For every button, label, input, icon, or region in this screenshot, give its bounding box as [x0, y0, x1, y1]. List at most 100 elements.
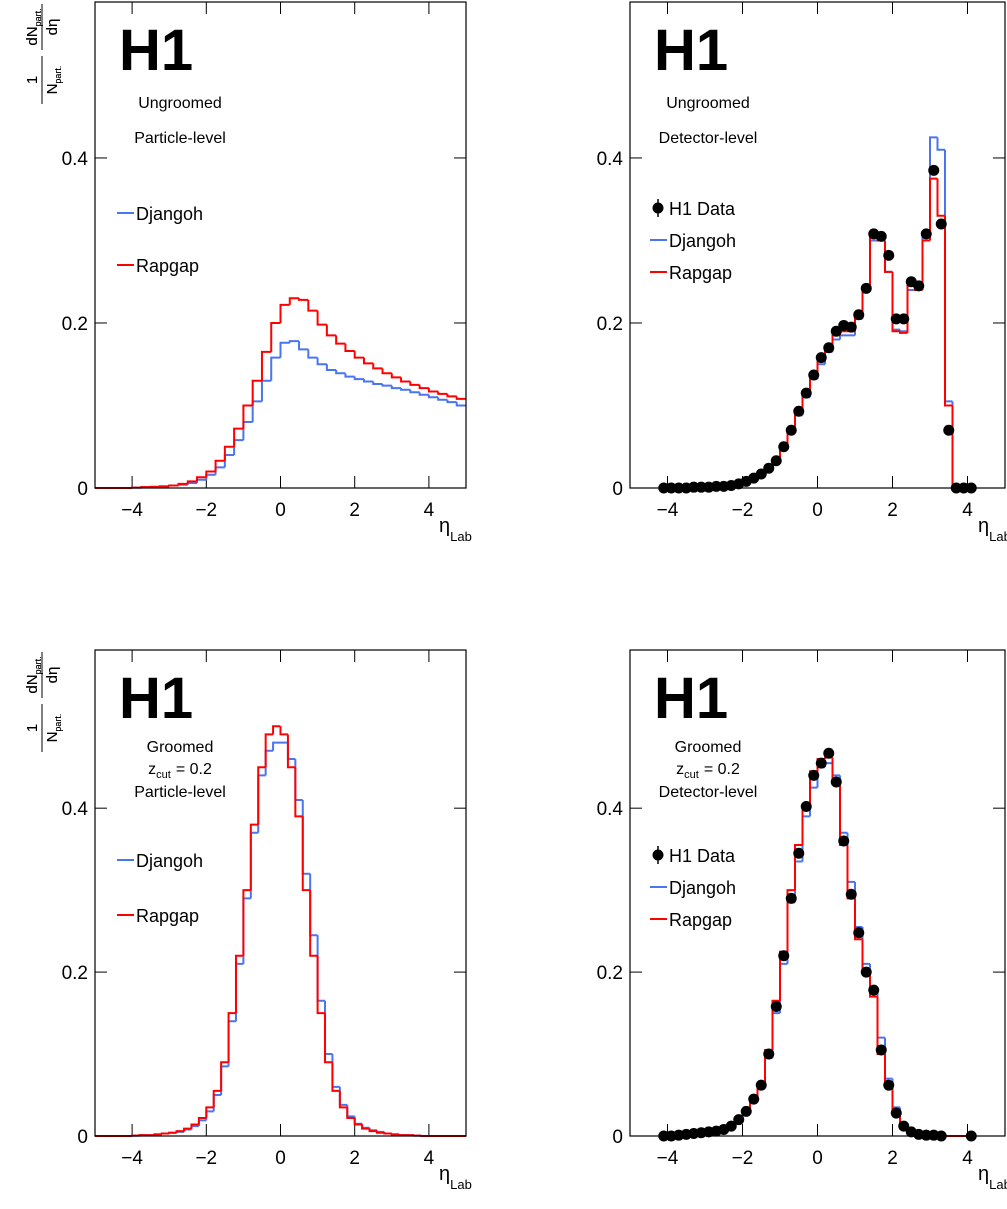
histogram-bin: [876, 988, 885, 1039]
y-label-den-sub: part.: [53, 66, 63, 84]
histogram-bin: [233, 427, 244, 447]
y-label-den: Npart.: [44, 66, 63, 95]
histogram-bin: [233, 439, 244, 455]
annotation: zcut = 0.2: [148, 761, 212, 781]
histogram-bin: [205, 1110, 214, 1121]
legend-label: Djangoh: [669, 231, 736, 251]
data-point: [853, 927, 865, 939]
data-point: [808, 769, 820, 781]
histogram-bin: [242, 404, 253, 429]
histogram-bin: [264, 749, 274, 776]
histogram-bin: [288, 297, 300, 305]
histogram-bin: [891, 271, 900, 333]
histogram-bin: [854, 898, 863, 941]
histogram-bin: [899, 331, 908, 334]
x-tick-label: 4: [424, 500, 435, 521]
histogram-bin: [251, 400, 262, 422]
y-label-den: Npart.: [44, 714, 63, 743]
data-point: [763, 462, 775, 474]
histogram-bin: [446, 399, 457, 404]
plot-frame: [94, 1, 467, 489]
data-point: [913, 280, 925, 292]
data-point: [890, 1107, 902, 1119]
data-point: [883, 1079, 895, 1091]
annotation-text: z: [676, 761, 684, 778]
histogram-bin: [353, 1117, 363, 1126]
histogram-bin: [409, 381, 420, 386]
histogram-bin: [286, 742, 296, 761]
x-axis-label-sub: Lab: [989, 1177, 1007, 1192]
histogram-bin: [921, 239, 930, 290]
histogram-bin: [190, 1123, 199, 1129]
y-label-num: dNpart.: [24, 8, 43, 45]
histogram-bin: [325, 324, 337, 337]
x-tick-label: 0: [275, 1148, 286, 1169]
annotation-rest: = 0.2: [704, 761, 740, 778]
histogram-bin: [205, 1106, 214, 1118]
histogram-bin: [809, 786, 818, 817]
histogram-bin: [212, 1094, 222, 1112]
histogram-bin: [951, 405, 960, 489]
annotation: zcut = 0.2: [676, 761, 740, 781]
experiment-label: H1: [119, 18, 193, 83]
histogram-bin: [251, 379, 262, 406]
data-point: [815, 352, 827, 364]
histogram-bin: [383, 1132, 392, 1135]
histogram-bin: [455, 402, 466, 407]
histogram-bin: [196, 476, 207, 482]
histogram-bin: [212, 1089, 222, 1108]
data-point: [800, 387, 812, 399]
histogram-bin: [375, 1130, 385, 1133]
x-tick-label: 2: [349, 500, 360, 521]
histogram-bin: [335, 370, 346, 375]
histogram-bin: [183, 1128, 192, 1132]
histogram-bin: [344, 343, 355, 353]
histogram-bin: [214, 459, 225, 472]
annotation: Groomed: [675, 739, 742, 756]
y-label-num-sub: part.: [33, 656, 43, 674]
y-tick-label: 0: [77, 1127, 88, 1148]
histogram-bin: [270, 321, 281, 352]
x-tick-label: 0: [812, 1148, 823, 1169]
data-point: [920, 228, 932, 240]
x-tick-label: −4: [657, 500, 679, 521]
histogram-bin: [368, 1127, 377, 1132]
histogram-bin: [362, 379, 374, 383]
histogram-bin: [307, 349, 318, 359]
histogram-bin: [906, 288, 915, 332]
y-label-num: 1: [24, 76, 41, 84]
histogram-bin: [372, 381, 383, 386]
histogram-bin: [869, 973, 878, 998]
histogram-bin: [771, 999, 780, 1050]
histogram-bin: [279, 341, 290, 358]
data-point: [860, 282, 872, 294]
y-label-den: dη: [44, 667, 61, 684]
data-point: [868, 984, 880, 996]
data-point: [785, 424, 797, 436]
legend-label: H1 Data: [669, 846, 736, 866]
annotation: Groomed: [147, 739, 214, 756]
y-tick-label: 0.4: [597, 149, 624, 170]
y-tick-label: 0.2: [62, 314, 88, 335]
histogram-bin: [427, 394, 439, 399]
histogram-bin: [205, 473, 216, 480]
data-point: [830, 325, 842, 337]
histogram-bin: [153, 1133, 162, 1136]
legend-label: H1 Data: [669, 199, 736, 219]
y-label-den: Npart.: [44, 66, 63, 95]
annotation-sub: cut: [156, 769, 171, 781]
histogram-bin: [197, 1116, 207, 1125]
histogram-bin: [294, 767, 303, 818]
data-point: [793, 847, 805, 859]
histogram-bin: [400, 377, 411, 383]
y-label-den: dη: [44, 19, 61, 36]
histogram-bin: [951, 401, 960, 489]
histogram-bin: [168, 484, 179, 487]
y-label-den-main: N: [44, 84, 61, 95]
x-axis-label-main: η: [978, 515, 989, 537]
x-tick-label: 2: [887, 1148, 898, 1169]
panel: 0 0.2 0.4 −4 −2 0 2 4 H1 Groomed zcut = 0.2 Particle…: [24, 649, 472, 1192]
histogram-bin: [936, 137, 945, 151]
y-label-den-main: N: [44, 732, 61, 743]
